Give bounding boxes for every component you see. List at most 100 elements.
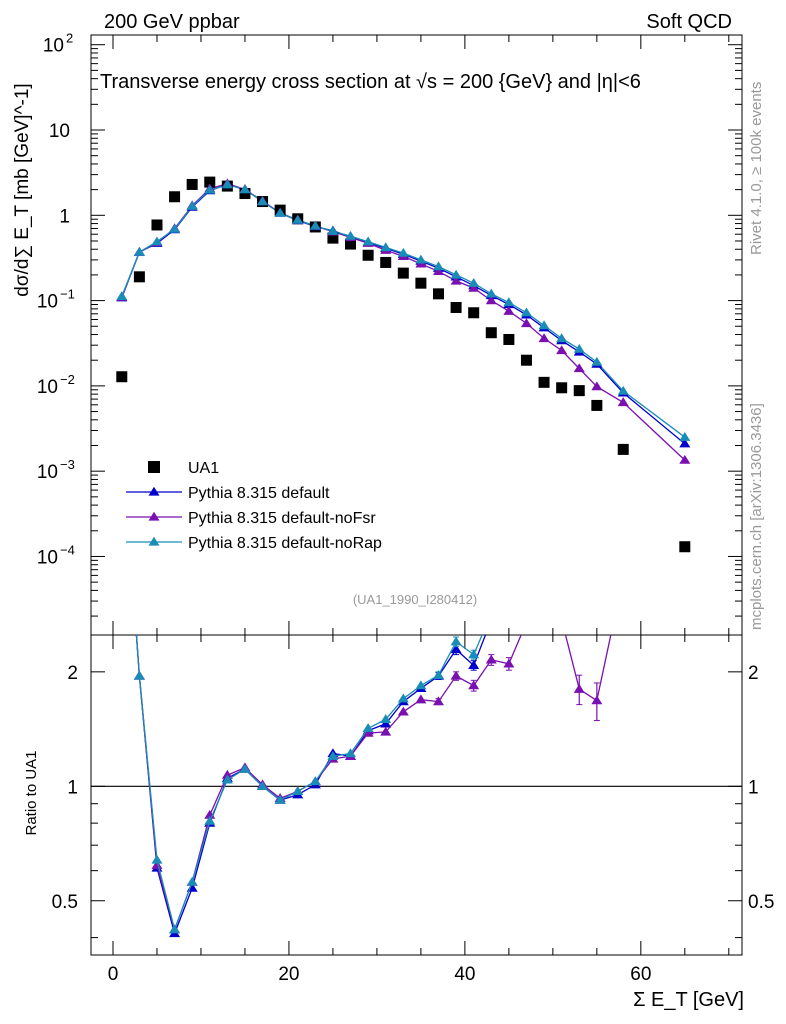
data-point-pythia-8-315-default-norap [485,288,497,298]
data-point-pythia-8-315-default-nofsr [520,318,532,328]
ratio-point-pythia-8-315-default-norap [239,763,251,773]
data-point-pythia-8-315-default-norap [450,269,462,279]
ratio-point-pythia-8-315-default [450,644,462,654]
data-point-ua1 [362,249,374,261]
ratio-point-pythia-8-315-default-norap [274,794,286,804]
ratio-point-pythia-8-315-default-norap [221,774,233,784]
y-tick-label: 10 [37,292,58,313]
ratio-point-pythia-8-315-default-nofsr [450,670,462,680]
ratio-line-pythia-8-315-default-nofsr [135,635,612,932]
ratio-point-pythia-8-315-default-nofsr [221,769,233,779]
data-point-pythia-8-315-default-norap [415,254,427,264]
data-point-ua1 [151,219,163,231]
header-right: Soft QCD [646,11,732,33]
ratio-point-pythia-8-315-default-norap [186,876,198,886]
data-point-ua1 [204,176,216,188]
data-point-pythia-8-315-default-norap [345,230,357,240]
data-point-pythia-8-315-default-norap [221,179,233,189]
ratio-point-pythia-8-315-default-norap [116,424,127,433]
ratio-point-pythia-8-315-default-nofsr [468,680,480,690]
legend: UA1 Pythia 8.315 default Pythia 8.315 defa… [126,460,382,552]
ratio-point-pythia-8-315-default-norap [327,750,339,760]
data-point-pythia-8-315-default-norap [133,246,145,256]
x-axis-label: Σ E_T [GeV] [633,989,744,1011]
ratio-point-pythia-8-315-default-norap [468,649,480,659]
y-tick-label: 1 [59,206,70,227]
ratio-panel: 0.5 0.51 12 20 20 40 60 Ratio to UA1 Σ E_T [Ge… [23,424,774,1011]
ratio-point-pythia-8-315-default-norap [309,776,321,786]
data-point-pythia-8-315-default-norap [186,200,198,210]
ratio-point-pythia-8-315-default-norap [169,924,181,934]
legend-marker-ua1 [148,461,160,473]
data-point-pythia-8-315-default-nofsr [538,333,550,343]
ratio-point-pythia-8-315-default-nofsr [116,426,127,435]
y-tick-exponent: −4 [60,542,75,557]
data-point-ua1 [397,267,409,279]
data-point-pythia-8-315-default-nofsr [556,345,568,355]
x-tick-label: 40 [454,964,475,985]
ratio-point-pythia-8-315-default-nofsr [380,726,392,736]
data-point-pythia-8-315-default-norap [169,223,181,233]
ratio-point-pythia-8-315-default-nofsr [432,696,444,706]
ratio-y-tick-label-left: 1 [67,777,78,798]
y-tick-exponent: −3 [60,457,75,472]
ratio-point-pythia-8-315-default-nofsr [151,860,163,869]
ratio-series [91,424,742,938]
ratio-point-pythia-8-315-default [380,718,392,728]
data-point-pythia-8-315-default-norap [617,385,629,395]
y-tick-label: 10 [37,377,58,398]
x-tick-label: 60 [630,964,651,985]
ratio-point-pythia-8-315-default-norap [204,815,216,825]
data-point-pythia-8-315-default-norap [503,297,515,307]
data-point-pythia-8-315-default-norap [520,307,532,317]
ratio-point-pythia-8-315-default [468,660,480,670]
data-point-ua1 [327,232,339,244]
ratio-point-pythia-8-315-default-nofsr [397,706,409,716]
ratio-point-pythia-8-315-default-nofsr [618,572,629,581]
y-tick-exponent: −2 [60,372,75,387]
ratio-point-pythia-8-315-default-norap [450,636,462,646]
ratio-point-pythia-8-315-default-nofsr [415,694,427,704]
data-point-ua1 [380,256,392,268]
data-point-pythia-8-315-default-nofsr [503,306,515,315]
legend-marker-pythia-8-315-default [148,486,160,496]
ratio-point-pythia-8-315-default [486,615,497,624]
data-point-ua1 [538,376,550,388]
data-point-pythia-8-315-default-norap [327,226,339,235]
data-point-ua1 [556,382,568,394]
data-point-pythia-8-315-default-norap [397,247,409,257]
mcplots-label: mcplots.cern.ch [arXiv:1306.3436] [748,403,765,630]
data-point-pythia-8-315-default-norap [538,320,550,330]
ratio-point-pythia-8-315-default-norap [486,608,497,617]
ratio-point-pythia-8-315-default-nofsr [539,584,550,593]
data-point-pythia-8-315-default [679,438,691,448]
data-point-pythia-8-315-default-norap [432,261,444,271]
series-line-pythia-8-315-default-norap [121,184,686,438]
ratio-point-pythia-8-315-default-norap [151,854,163,864]
data-point-ua1 [116,371,128,383]
data-point-pythia-8-315-default-norap [204,184,216,194]
legend-label-pythia-8-315-default-norap: Pythia 8.315 default-noRap [188,535,382,552]
data-point-pythia-8-315-default-norap [239,184,251,194]
data-point-pythia-8-315-default-norap [257,196,269,206]
ratio-y-tick-label-right: 0.5 [748,892,774,913]
ratio-line-pythia-8-315-default-norap [135,635,483,932]
ratio-point-pythia-8-315-default [116,430,127,439]
data-point-pythia-8-315-default-norap [274,207,286,217]
ratio-point-pythia-8-315-default-nofsr [503,658,515,668]
ratio-point-pythia-8-315-default-norap [362,723,374,733]
ratio-point-pythia-8-315-default-norap [292,786,304,795]
ratio-point-pythia-8-315-default-norap [345,748,357,758]
data-point-ua1 [415,277,427,289]
ratio-point-pythia-8-315-default-nofsr [591,695,603,705]
data-point-ua1 [485,327,497,339]
data-point-ua1 [133,271,145,283]
data-point-pythia-8-315-default-norap [292,214,304,224]
data-point-ua1 [573,385,585,397]
x-tick-label: 0 [108,964,119,985]
ratio-frame [90,634,743,956]
ratio-point-pythia-8-315-default-norap [432,669,444,679]
data-point-ua1 [591,399,603,411]
ratio-point-pythia-8-315-default-nofsr [573,684,585,693]
